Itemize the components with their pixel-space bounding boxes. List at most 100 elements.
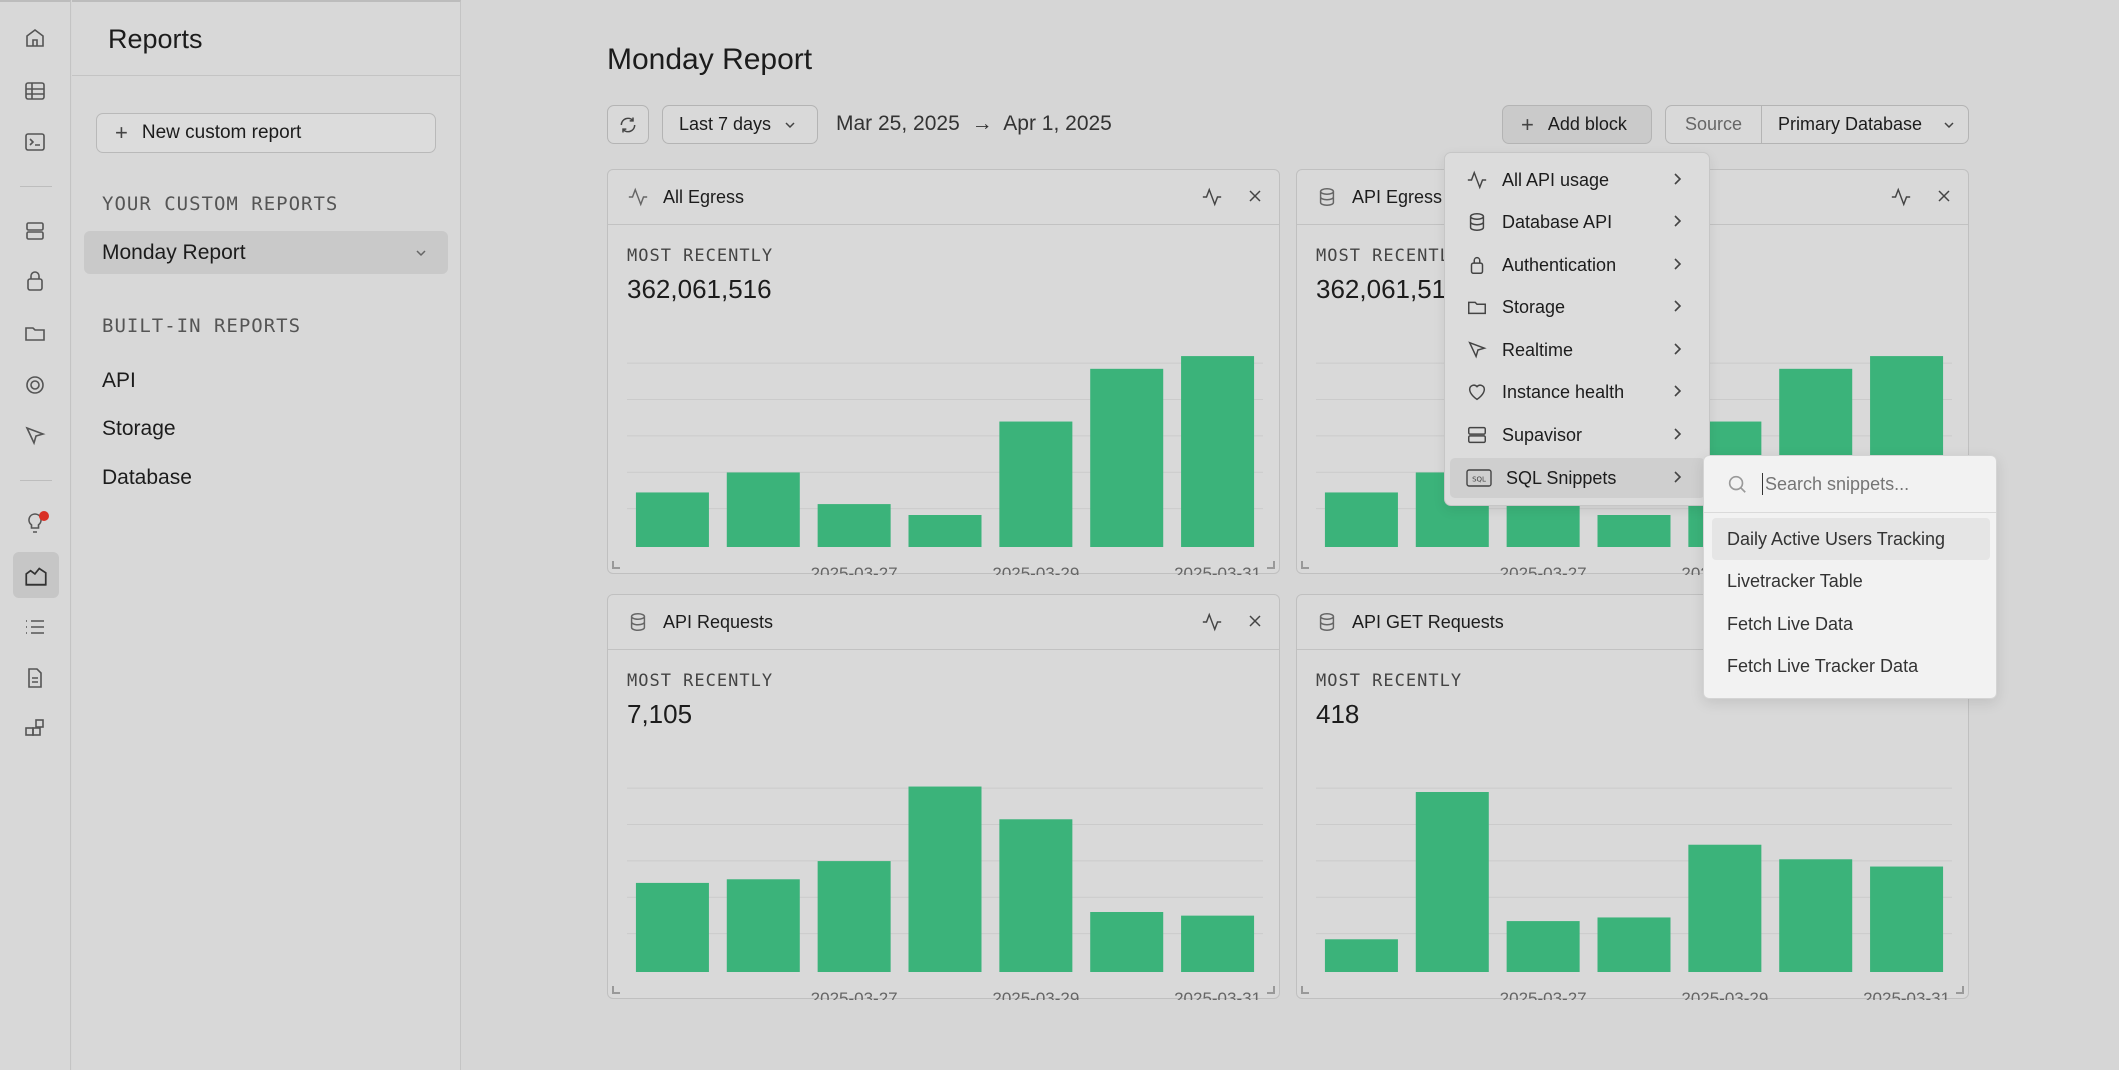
x-tick-label: 2025-03-29 — [992, 564, 1079, 575]
chart-bar[interactable] — [726, 472, 800, 547]
resize-handle[interactable] — [1267, 986, 1275, 994]
database-icon[interactable] — [19, 215, 51, 247]
sidebar-item-storage[interactable]: Storage — [102, 417, 176, 440]
search-icon — [1728, 475, 1746, 493]
resize-handle[interactable] — [1267, 561, 1275, 569]
chart-type-icon[interactable] — [1201, 611, 1223, 638]
resize-handle[interactable] — [1956, 986, 1964, 994]
menu-item-database-api[interactable]: Database API — [1450, 202, 1705, 242]
chart-bar[interactable] — [1597, 917, 1671, 972]
chevron-right-icon — [1674, 173, 1682, 185]
close-icon[interactable] — [1245, 186, 1265, 213]
list-icon[interactable] — [19, 611, 51, 643]
menu-item-instance-health[interactable]: Instance health — [1450, 372, 1705, 412]
menu-item-realtime[interactable]: Realtime — [1450, 330, 1705, 370]
x-tick-label: 2025-03-27 — [1500, 564, 1587, 575]
chart-bar[interactable] — [1415, 792, 1489, 972]
snippet-item[interactable]: Daily Active Users Tracking — [1712, 518, 1990, 560]
chevron-right-icon — [1674, 300, 1682, 312]
snippet-search-input[interactable] — [1765, 473, 1985, 495]
x-tick-label: 2025-03-27 — [811, 564, 898, 575]
menu-item-authentication[interactable]: Authentication — [1450, 245, 1705, 285]
metric-value: 362,061,516 — [1316, 274, 1461, 304]
sql-icon: SQL — [1466, 469, 1492, 487]
sidebar-item-api[interactable]: API — [102, 369, 136, 392]
menu-item-storage[interactable]: Storage — [1450, 287, 1705, 327]
chevron-down-icon[interactable] — [414, 242, 428, 266]
document-icon[interactable] — [19, 662, 51, 694]
notification-dot — [39, 511, 49, 521]
chart-bar[interactable] — [1090, 368, 1164, 547]
date-range-display: Mar 25, 2025 → Apr 1, 2025 — [836, 112, 1112, 136]
chart-bar[interactable] — [635, 882, 709, 972]
chart-bar[interactable] — [1688, 844, 1762, 972]
chart-bar[interactable] — [999, 421, 1073, 547]
chart-bar[interactable] — [1779, 859, 1853, 972]
folder-icon[interactable] — [19, 317, 51, 349]
metric-label: MOST RECENTLY — [1316, 671, 1463, 691]
integrations-icon[interactable] — [19, 713, 51, 745]
menu-item-sql-snippets[interactable]: SQL SQL Snippets — [1450, 458, 1705, 498]
chart-bar[interactable] — [908, 515, 982, 547]
heart-icon — [1468, 384, 1486, 401]
resize-handle[interactable] — [1301, 986, 1309, 994]
new-custom-report-button[interactable]: + New custom report — [96, 113, 436, 153]
chart-bar[interactable] — [1324, 939, 1398, 972]
menu-item-label: Realtime — [1502, 339, 1574, 360]
chart-bar[interactable] — [1506, 921, 1580, 972]
resize-handle[interactable] — [612, 561, 620, 569]
sidebar-item-database[interactable]: Database — [102, 466, 192, 489]
chart-bar[interactable] — [1597, 515, 1671, 547]
chevron-right-icon — [1674, 428, 1682, 440]
date-range-select[interactable]: Last 7 days — [662, 105, 818, 144]
source-select[interactable]: Primary Database — [1762, 106, 1968, 143]
chart-type-icon[interactable] — [1201, 186, 1223, 213]
text-caret — [1762, 473, 1763, 495]
chevron-right-icon — [1674, 471, 1682, 483]
menu-item-label: Storage — [1502, 296, 1566, 317]
close-icon[interactable] — [1245, 611, 1265, 638]
page-title: Monday Report — [607, 43, 813, 76]
menu-item-all-api-usage[interactable]: All API usage — [1450, 160, 1705, 200]
add-block-button[interactable]: + Add block — [1502, 105, 1652, 144]
resize-handle[interactable] — [612, 986, 620, 994]
bar-chart: 2025-03-27 2025-03-29 2025-03-31 — [627, 356, 1263, 575]
chevron-right-icon — [1674, 385, 1682, 397]
chart-bar[interactable] — [726, 879, 800, 972]
menu-item-label: Instance health — [1502, 381, 1625, 402]
cursor-icon[interactable] — [19, 420, 51, 452]
chart-bar[interactable] — [1090, 912, 1164, 972]
chart-bar[interactable] — [1324, 492, 1398, 547]
chevron-right-icon — [1674, 215, 1682, 227]
snippet-item[interactable]: Fetch Live Tracker Data — [1727, 656, 1919, 676]
chart-bar[interactable] — [817, 861, 891, 972]
report-card: API GET Requests MOST RECENTLY 418 2025-… — [1296, 594, 1969, 1000]
chart-bar[interactable] — [635, 492, 709, 547]
menu-item-supavisor[interactable]: Supavisor — [1450, 415, 1705, 455]
chart-bar[interactable] — [908, 786, 982, 972]
chart-bar[interactable] — [999, 819, 1073, 972]
server-icon — [1468, 426, 1486, 444]
source-selector: Source Primary Database — [1665, 105, 1969, 144]
close-icon[interactable] — [1934, 186, 1954, 213]
metric-value: 362,061,516 — [627, 274, 772, 304]
snippet-item[interactable]: Livetracker Table — [1727, 571, 1863, 591]
home-icon[interactable] — [19, 22, 51, 54]
chart-bar[interactable] — [1181, 915, 1255, 972]
chart-bar[interactable] — [1181, 356, 1255, 547]
chart-bar[interactable] — [1870, 866, 1944, 972]
chart-bar[interactable] — [817, 504, 891, 547]
realtime-icon[interactable] — [19, 369, 51, 401]
reports-icon[interactable] — [13, 552, 59, 598]
report-card: API Requests MOST RECENTLY 7,105 2025-03… — [607, 594, 1280, 1000]
terminal-icon[interactable] — [19, 126, 51, 158]
resize-handle[interactable] — [1301, 561, 1309, 569]
table-icon[interactable] — [19, 75, 51, 107]
refresh-button[interactable] — [607, 105, 649, 144]
chart-bar[interactable] — [1506, 504, 1580, 547]
snippet-item[interactable]: Fetch Live Data — [1727, 614, 1854, 634]
lock-icon[interactable] — [19, 265, 51, 297]
sidebar-item-monday-report[interactable]: Monday Report — [84, 231, 448, 274]
cursor-icon — [1468, 341, 1487, 359]
chart-type-icon[interactable] — [1890, 186, 1912, 213]
